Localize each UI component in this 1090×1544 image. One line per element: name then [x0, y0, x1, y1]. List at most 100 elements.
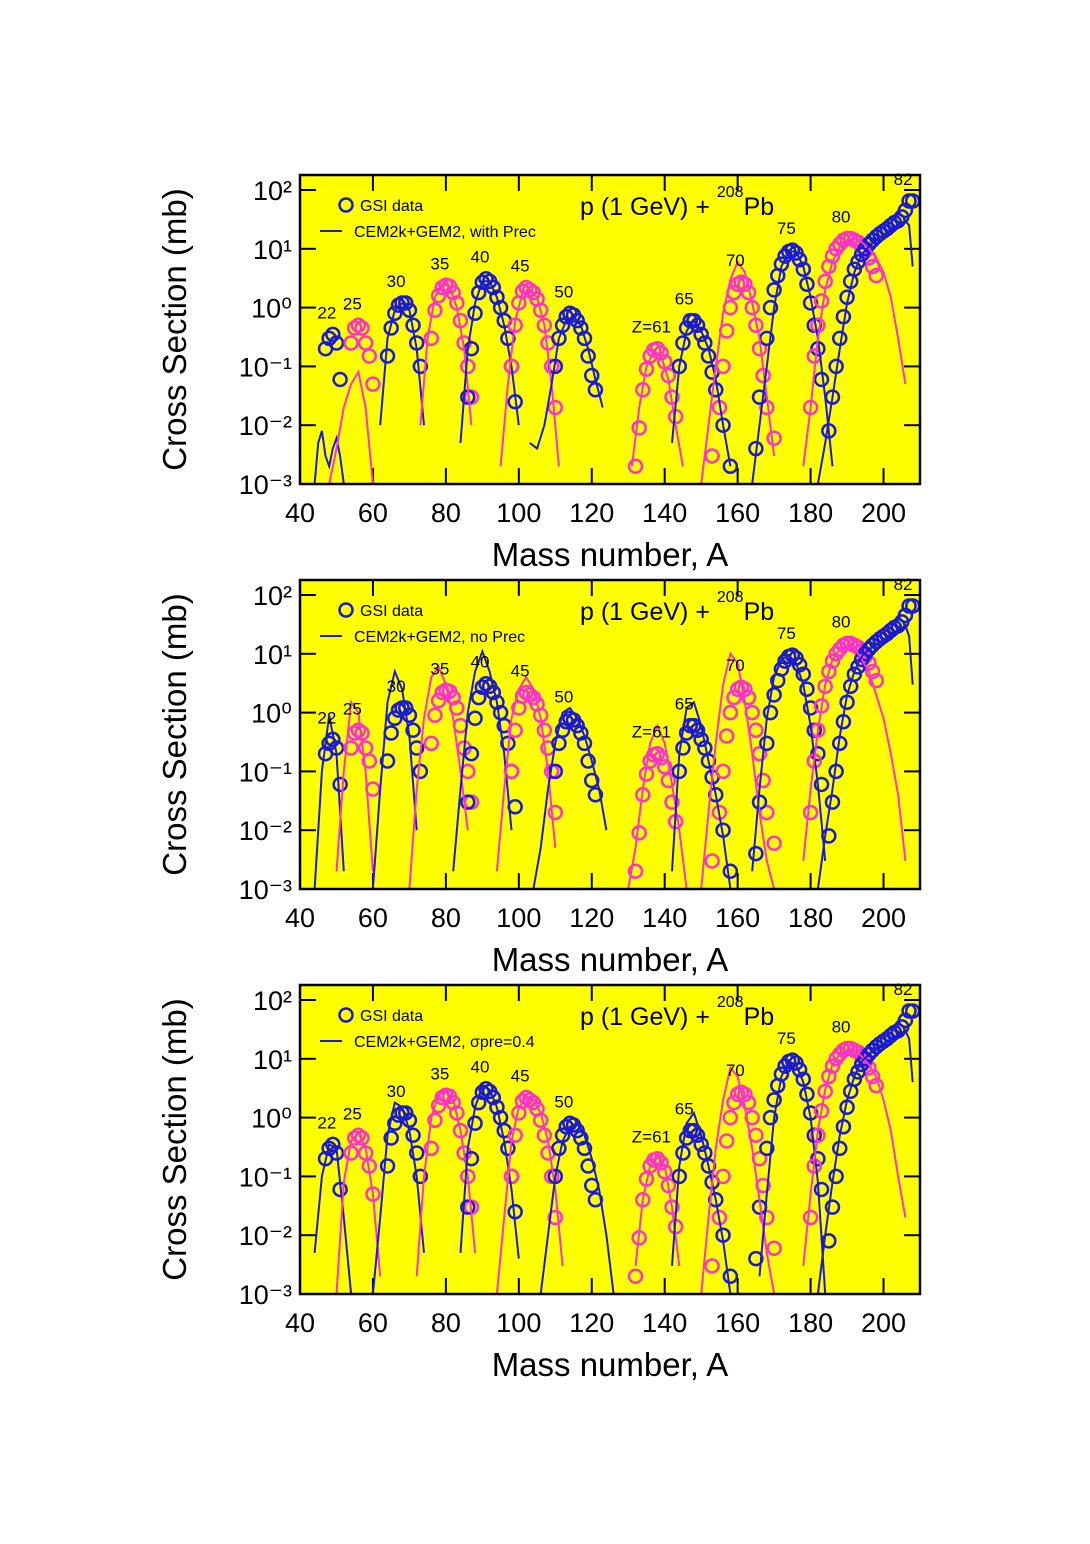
data-point: [824, 1058, 841, 1074]
data-point: [656, 758, 673, 775]
model-line: [379, 301, 425, 426]
element-label: Z=61: [632, 723, 671, 742]
model-line: [816, 1029, 914, 1294]
x-tick-label: 100: [496, 498, 541, 528]
data-point: [500, 1140, 516, 1157]
data-point: [587, 1192, 604, 1208]
data-point: [762, 704, 779, 721]
element-label: 25: [343, 294, 362, 313]
data-point: [813, 1103, 830, 1119]
data-point: [813, 776, 830, 793]
x-tick-label: 200: [861, 498, 906, 528]
data-point: [365, 376, 381, 392]
data-point: [868, 267, 884, 284]
x-tick-label: 180: [788, 498, 833, 528]
model-line: [627, 723, 688, 889]
element-label: 65: [675, 1100, 694, 1119]
data-point: [401, 1112, 418, 1129]
data-point: [726, 1094, 742, 1111]
model-line: [816, 219, 914, 484]
data-point: [452, 1122, 469, 1139]
element-label: 50: [554, 687, 573, 706]
data-point: [467, 1115, 483, 1132]
x-tick-label: 40: [285, 1308, 315, 1338]
y-tick-label: 10¹: [253, 1045, 292, 1075]
x-tick-label: 100: [496, 903, 541, 933]
data-point: [361, 753, 378, 769]
model-line: [802, 644, 907, 862]
data-point: [460, 794, 476, 810]
model-line: [313, 1142, 353, 1294]
y-tick-label: 10²: [253, 986, 292, 1016]
data-point: [726, 689, 742, 706]
data-point: [332, 371, 348, 388]
element-label: 35: [430, 254, 449, 273]
data-point: [810, 745, 826, 762]
element-label: 22: [317, 303, 336, 322]
data-point: [795, 666, 812, 682]
panel: 10⁻³ 10⁻² 10⁻¹ 10⁰ 10¹ 10² 40 60 80 100 120 140 160 1…: [156, 980, 922, 1383]
model-line: [452, 648, 513, 872]
element-label: 40: [471, 653, 490, 672]
data-point: [328, 1145, 345, 1161]
model-line: [459, 280, 520, 443]
data-point: [817, 678, 833, 695]
data-point: [580, 753, 596, 769]
data-point: [507, 1127, 523, 1144]
data-point: [737, 1086, 753, 1102]
data-point: [653, 1155, 669, 1171]
data-point: [580, 1158, 596, 1174]
data-point: [660, 772, 677, 789]
model-line: [700, 1065, 776, 1294]
data-point: [412, 358, 429, 375]
y-tick-label: 10⁰: [251, 294, 292, 324]
data-point: [784, 1052, 801, 1068]
data-point: [514, 688, 531, 704]
data-point: [850, 659, 866, 675]
data-point: [332, 776, 348, 793]
legend-label: GSI data: [360, 1008, 423, 1025]
y-tick-label: 10⁻³: [239, 470, 292, 500]
element-label: 70: [726, 251, 745, 270]
data-point: [383, 1130, 399, 1146]
data-point: [722, 1268, 739, 1285]
data-point: [401, 302, 418, 319]
element-label: 25: [343, 1104, 362, 1123]
y-tick-label: 10⁻²: [239, 1221, 292, 1251]
element-label: 35: [430, 659, 449, 678]
chart-title: p (1 GeV) + 208Pb: [580, 589, 774, 626]
data-point: [485, 279, 502, 296]
data-point: [467, 710, 483, 727]
model-line: [816, 624, 914, 889]
title-superscript: 208: [717, 589, 744, 606]
data-point: [846, 666, 863, 682]
model-line: [758, 1060, 827, 1294]
data-point: [361, 348, 378, 364]
data-point: [664, 794, 680, 810]
data-layer: [313, 598, 920, 889]
data-point: [762, 299, 779, 316]
data-point: [715, 1168, 731, 1185]
data-point: [460, 1199, 476, 1215]
x-tick-label: 120: [569, 903, 614, 933]
plot-frame: [298, 578, 922, 891]
chart-title: p (1 GeV) + 208Pb: [580, 184, 774, 221]
x-tick-label: 80: [431, 498, 461, 528]
data-point: [715, 763, 731, 780]
data-point: [325, 1136, 341, 1153]
y-tick-label: 10⁻¹: [239, 352, 292, 382]
data-point: [379, 753, 396, 769]
element-label: 50: [554, 1092, 573, 1111]
data-point: [587, 787, 604, 803]
element-label: 80: [832, 1017, 851, 1036]
data-point: [463, 745, 480, 762]
x-tick-label: 140: [642, 1308, 687, 1338]
model-line: [671, 1110, 732, 1294]
x-tick-label: 100: [496, 1308, 541, 1338]
model-line: [499, 288, 560, 467]
data-point: [379, 1158, 396, 1174]
element-label: 70: [726, 1061, 745, 1080]
y-tick-label: 10⁻¹: [239, 757, 292, 787]
legend-label: CEM2k+GEM2, σpre=0.4: [354, 1034, 535, 1051]
